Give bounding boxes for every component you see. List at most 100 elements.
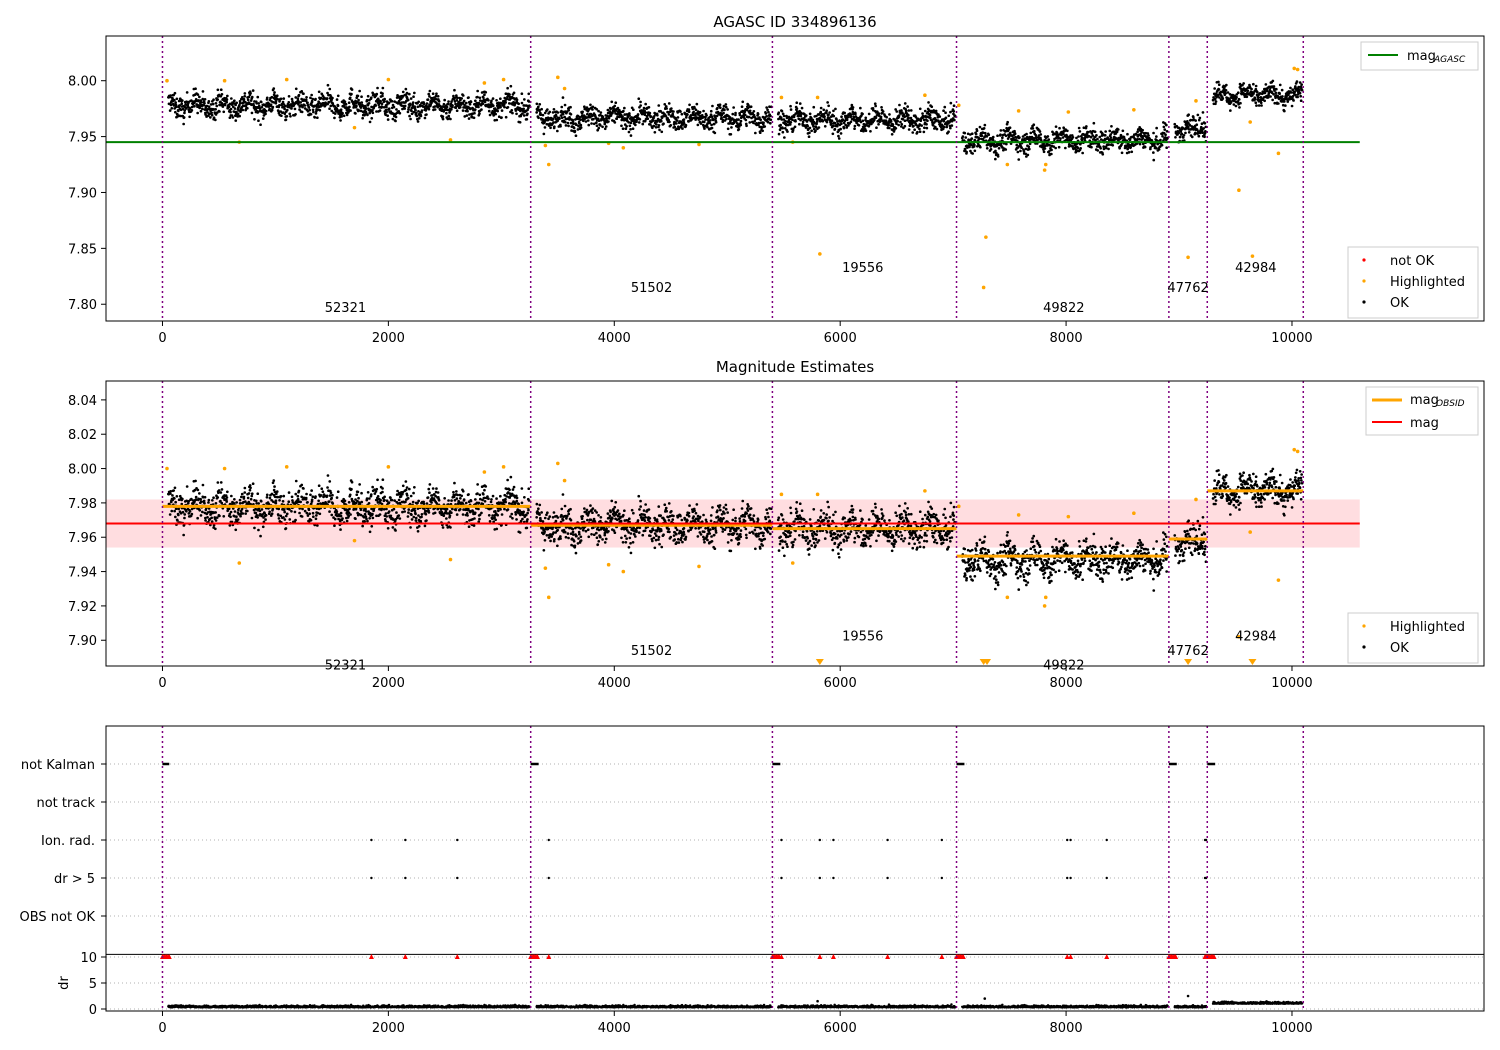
dr-gt5-flag <box>1105 876 1108 880</box>
highlighted-point <box>1005 162 1010 167</box>
dr-high-marker <box>830 954 836 959</box>
p1-axes-frame <box>105 35 1485 322</box>
highlighted-point <box>562 86 567 91</box>
highlighted-point <box>1295 449 1300 454</box>
dr-gt5-flag <box>370 876 373 880</box>
highlighted-point <box>1276 151 1281 156</box>
x-tick-label: 2000 <box>372 1021 405 1036</box>
x-tick-label: 6000 <box>824 331 857 346</box>
highlighted-point <box>1066 110 1071 114</box>
y-tick-label: 7.92 <box>68 600 97 615</box>
obsid-label: 51502 <box>631 281 672 296</box>
dr-high-marker <box>778 954 784 959</box>
ion-rad-flag <box>780 838 783 842</box>
dr-high-marker <box>546 954 552 959</box>
dr-high-marker <box>534 954 540 959</box>
ion-rad-flag <box>456 838 459 842</box>
highlighted-point <box>1016 109 1021 113</box>
highlighted-point <box>222 78 227 83</box>
below-range-marker <box>1248 659 1257 665</box>
p2-title: Magnitude Estimates <box>716 358 874 376</box>
p2-legend-mag-obsid-sub: OBSID <box>1436 399 1465 409</box>
p2-legend-mag: mag <box>1410 416 1439 431</box>
highlighted-point <box>815 95 820 100</box>
ion-rad-flag <box>547 838 550 842</box>
dr-gt5-flag <box>886 876 889 880</box>
y-tick-label: 8.00 <box>68 75 97 90</box>
dr-high-marker <box>454 954 460 959</box>
dr-gt5-flag <box>1069 876 1072 880</box>
ion-rad-flag <box>818 838 822 842</box>
highlighted-point <box>546 162 551 167</box>
dr-gt5-flag <box>1066 876 1069 880</box>
highlighted-point <box>621 569 626 574</box>
highlighted-point <box>1250 254 1255 258</box>
below-range-marker <box>815 659 824 665</box>
obsid-label: 51502 <box>631 644 672 659</box>
y-tick-label: 7.94 <box>68 566 97 581</box>
dr-gt5-flag <box>832 876 835 880</box>
flag-row-label: Ion. rad. <box>41 834 95 849</box>
dr-high-marker <box>1211 954 1217 959</box>
p2-legend-points[interactable]: Highlighted OK <box>1347 612 1479 664</box>
highlighted-point <box>606 562 611 567</box>
highlighted-point <box>1005 595 1010 600</box>
highlighted-point <box>984 235 988 239</box>
highlighted-point <box>815 492 820 497</box>
dr-high-marker <box>166 954 172 959</box>
panel-flags: not Kalman not track Ion. rad. dr > 5 OBS no… <box>20 725 1485 1036</box>
highlighted-point <box>1042 604 1047 608</box>
dr-gt5-flag <box>780 876 783 880</box>
highlighted-point <box>1295 67 1300 72</box>
p3-dr-axis-label: dr <box>57 976 72 990</box>
dr-high-marker <box>885 954 891 959</box>
highlighted-point <box>543 143 548 148</box>
p1-legend-agasc-main: mag <box>1407 49 1436 64</box>
dr-gt5-flag <box>404 876 407 880</box>
y-tick-label: 8.04 <box>68 394 97 409</box>
highlighted-point <box>818 252 822 256</box>
ion-rad-flag <box>404 838 407 842</box>
highlighted-point <box>165 78 169 83</box>
below-range-marker <box>983 659 992 665</box>
flag-row-label: dr > 5 <box>54 872 95 887</box>
p1-legend-line[interactable]: mag AGASC <box>1360 41 1479 71</box>
p2-legend-lines[interactable]: mag OBSID mag <box>1365 386 1479 436</box>
panel-magnitude-estimates: Magnitude Estimates 52321515021955649822… <box>68 358 1485 691</box>
legend-marker <box>1362 300 1366 304</box>
dr-high-marker <box>1068 954 1074 959</box>
x-tick-label: 10000 <box>1271 676 1312 691</box>
legend-box <box>1347 246 1479 319</box>
highlighted-point <box>386 77 391 82</box>
highlighted-point <box>621 145 626 150</box>
highlighted-point <box>1042 168 1047 172</box>
highlighted-point <box>556 461 560 466</box>
legend-label: OK <box>1390 641 1409 656</box>
highlighted-point <box>697 142 701 147</box>
dr-high-marker <box>368 954 374 959</box>
highlighted-point <box>1194 99 1198 103</box>
highlighted-point <box>556 75 560 80</box>
highlighted-point <box>352 125 357 130</box>
highlighted-point <box>1132 107 1136 112</box>
highlighted-point <box>981 285 986 290</box>
y-tick-label: 7.80 <box>68 298 97 313</box>
x-tick-label: 8000 <box>1050 676 1083 691</box>
flag-row-label: not Kalman <box>21 758 95 773</box>
p1-data-layer: 52321 51502 19556 49822 47762 42984 <box>106 36 1360 321</box>
highlighted-point <box>1292 447 1297 452</box>
highlighted-point <box>956 504 961 509</box>
highlighted-point <box>222 466 227 471</box>
x-tick-label: 6000 <box>824 1021 857 1036</box>
highlighted-point <box>284 465 289 469</box>
obsid-label: 42984 <box>1235 629 1276 644</box>
ion-rad-flag <box>940 838 944 842</box>
p1-legend-points[interactable]: not OK Highlighted OK <box>1347 246 1479 319</box>
highlighted-point <box>1132 511 1136 515</box>
highlighted-point <box>1016 513 1021 517</box>
dr-outlier <box>1186 994 1190 998</box>
legend-box <box>1347 612 1479 664</box>
x-tick-label: 2000 <box>372 331 405 346</box>
highlighted-point <box>448 138 453 142</box>
